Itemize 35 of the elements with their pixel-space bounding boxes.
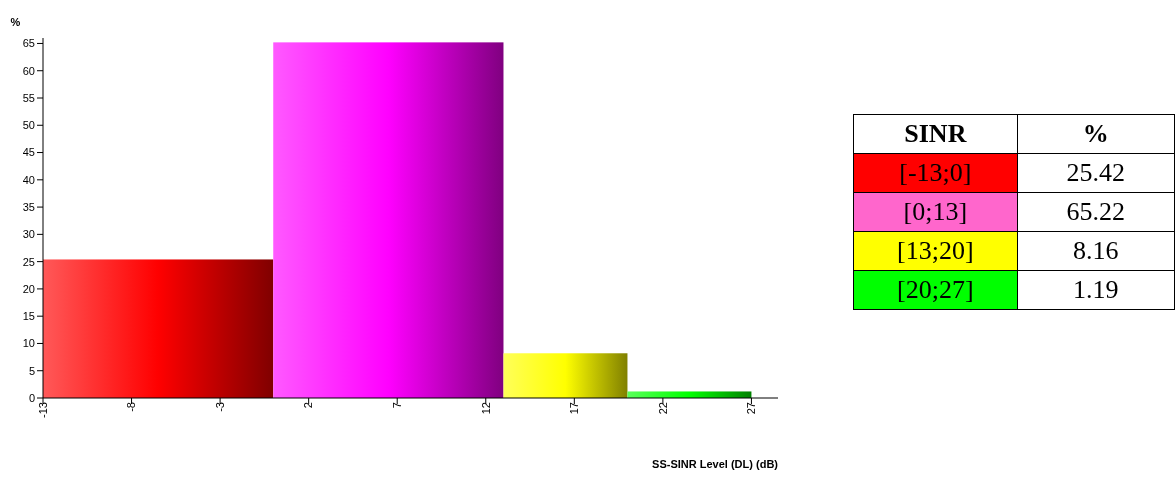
y-tick-label: 60 xyxy=(22,64,35,77)
x-tick-label: -3 xyxy=(213,402,226,412)
y-tick-label: 45 xyxy=(22,146,35,159)
y-tick-label: 65 xyxy=(22,37,35,50)
y-tick-label: 20 xyxy=(22,282,35,295)
y-tick-label: 15 xyxy=(22,310,35,323)
y-tick-label: 50 xyxy=(22,119,35,132)
x-tick-label: 22 xyxy=(656,402,669,415)
x-tick-label: 2 xyxy=(302,402,315,409)
x-tick-label: 17 xyxy=(568,402,581,415)
y-tick-label: 10 xyxy=(22,337,35,350)
x-axis-title: SS-SINR Level (DL) (dB) xyxy=(652,458,779,470)
text: 1.19 xyxy=(1017,270,1175,310)
x-tick-label: 27 xyxy=(745,402,758,415)
y-tick-label: 55 xyxy=(22,91,35,104)
y-tick-label: 0 xyxy=(28,391,35,404)
text: 65.22 xyxy=(1017,192,1175,232)
text: [20;27] xyxy=(853,270,1018,310)
text: [0;13] xyxy=(853,192,1018,232)
text: 8.16 xyxy=(1017,231,1175,271)
text: SINR xyxy=(853,114,1018,154)
x-tick-label: -13 xyxy=(36,402,49,418)
x-tick-label: 7 xyxy=(391,402,404,409)
text: [13;20] xyxy=(853,231,1018,271)
x-tick-label: -8 xyxy=(125,402,138,412)
y-tick-label: 40 xyxy=(22,173,35,186)
y-axis-title: % xyxy=(10,16,21,28)
text: [-13;0] xyxy=(853,153,1018,193)
y-tick-label: 25 xyxy=(22,255,35,268)
y-tick-label: 5 xyxy=(28,364,35,377)
y-tick-label: 35 xyxy=(22,201,35,213)
x-tick-label: 12 xyxy=(479,402,492,415)
text: % xyxy=(1017,114,1175,154)
text: 25.42 xyxy=(1017,153,1175,193)
y-tick-label: 30 xyxy=(22,228,35,241)
